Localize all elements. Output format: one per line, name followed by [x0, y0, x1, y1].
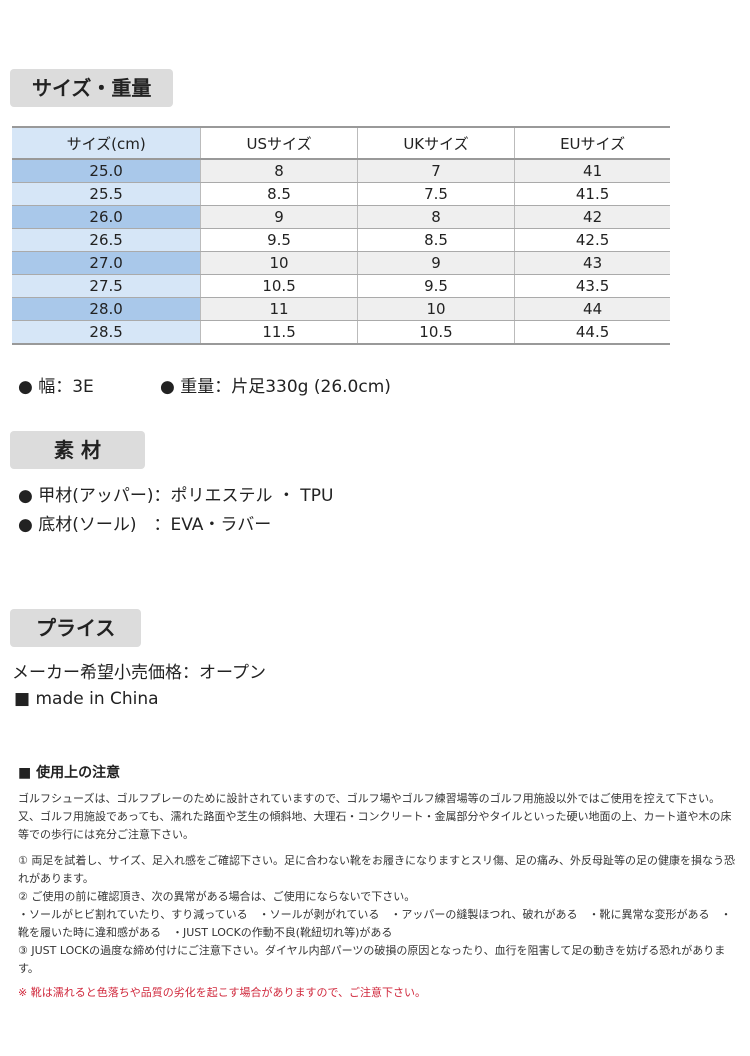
- note-2-list: ・ソールがヒビ割れていたり、すり減っている ・ソールが剥がれている ・アッパーの…: [18, 908, 732, 939]
- table-row: 25.5 8.5 7.5 41.5: [12, 182, 670, 206]
- table-cell: 11.5: [200, 320, 358, 345]
- table-cell: 44: [514, 297, 670, 321]
- table-cell: 28.5: [12, 320, 201, 345]
- table-cell: 26.5: [12, 228, 201, 252]
- table-cell: 9: [200, 205, 358, 229]
- table-cell: 9.5: [356, 274, 515, 298]
- table-cell: 8.5: [200, 182, 358, 206]
- table-row: 26.0 9 8 42: [12, 205, 670, 229]
- notes-title: ■ 使用上の注意: [18, 765, 121, 781]
- table-cell: サイズ(cm): [12, 127, 201, 160]
- table-cell: 26.0: [12, 205, 201, 229]
- origin-info: ■ made in China: [14, 689, 159, 709]
- table-cell: 28.0: [12, 297, 201, 321]
- table-cell: USサイズ: [200, 127, 358, 160]
- price-info: メーカー希望小売価格：オープン: [12, 663, 266, 683]
- table-cell: 7: [356, 159, 515, 183]
- table-cell: 11: [200, 297, 358, 321]
- section-title-price: プライス: [10, 609, 142, 647]
- table-cell: 10.5: [200, 274, 358, 298]
- size-table: サイズ(cm) USサイズ UKサイズ EUサイズ 25.0 8 7 41 25.5 8.5 7.5…: [12, 126, 670, 345]
- table-cell: EUサイズ: [514, 127, 670, 160]
- weight-info: ● 重量：片足330g (26.0cm): [160, 377, 391, 397]
- table-row: 26.5 9.5 8.5 42.5: [12, 228, 670, 252]
- table-cell: 25.5: [12, 182, 201, 206]
- section-title-material: 素 材: [10, 431, 145, 469]
- table-cell: 25.0: [12, 159, 201, 183]
- table-cell: 8.5: [356, 228, 515, 252]
- table-cell: 10: [356, 297, 515, 321]
- width-info: ● 幅：3E: [18, 377, 94, 397]
- table-cell: 42.5: [514, 228, 670, 252]
- note-1: ① 両足を試着し、サイズ、足入れ感をご確認下さい。足に合わない靴をお履きになりま…: [18, 854, 736, 885]
- table-cell: 42: [514, 205, 670, 229]
- table-cell: UKサイズ: [356, 127, 515, 160]
- note-3: ③ JUST LOCKの過度な締め付けにご注意下さい。ダイヤル内部パーツの破損の…: [18, 944, 726, 975]
- table-cell: 10: [200, 251, 358, 275]
- usage-notes: ■ 使用上の注意 ゴルフシューズは、ゴルフプレーのために設計されていますので、ゴ…: [18, 764, 738, 1002]
- table-cell: 43.5: [514, 274, 670, 298]
- table-cell: 44.5: [514, 320, 670, 345]
- table-row: 27.0 10 9 43: [12, 251, 670, 275]
- note-2: ② ご使用の前に確認頂き、次の異常がある場合は、ご使用にならないで下さい。: [18, 890, 416, 903]
- table-row: 28.0 11 10 44: [12, 297, 670, 321]
- table-cell: 7.5: [356, 182, 515, 206]
- notes-intro: ゴルフシューズは、ゴルフプレーのために設計されていますので、ゴルフ場やゴルフ練習…: [18, 792, 732, 841]
- table-cell: 27.5: [12, 274, 201, 298]
- table-row: 25.0 8 7 41: [12, 159, 670, 183]
- table-cell: 41.5: [514, 182, 670, 206]
- table-cell: 41: [514, 159, 670, 183]
- table-cell: 8: [356, 205, 515, 229]
- sole-material: ● 底材(ソール) ：EVA・ラバー: [18, 515, 272, 535]
- table-header-row: サイズ(cm) USサイズ UKサイズ EUサイズ: [12, 127, 670, 160]
- table-row: 28.5 11.5 10.5 44.5: [12, 320, 670, 345]
- upper-material: ● 甲材(アッパー)：ポリエステル ・ TPU: [18, 486, 334, 506]
- table-cell: 9.5: [200, 228, 358, 252]
- table-cell: 9: [356, 251, 515, 275]
- table-cell: 27.0: [12, 251, 201, 275]
- warning-note: ※ 靴は濡れると色落ちや品質の劣化を起こす場合がありますので、ご注意下さい。: [18, 986, 427, 999]
- section-title-size-weight: サイズ・重量: [10, 69, 174, 107]
- table-cell: 10.5: [356, 320, 515, 345]
- table-row: 27.5 10.5 9.5 43.5: [12, 274, 670, 298]
- table-cell: 43: [514, 251, 670, 275]
- table-cell: 8: [200, 159, 358, 183]
